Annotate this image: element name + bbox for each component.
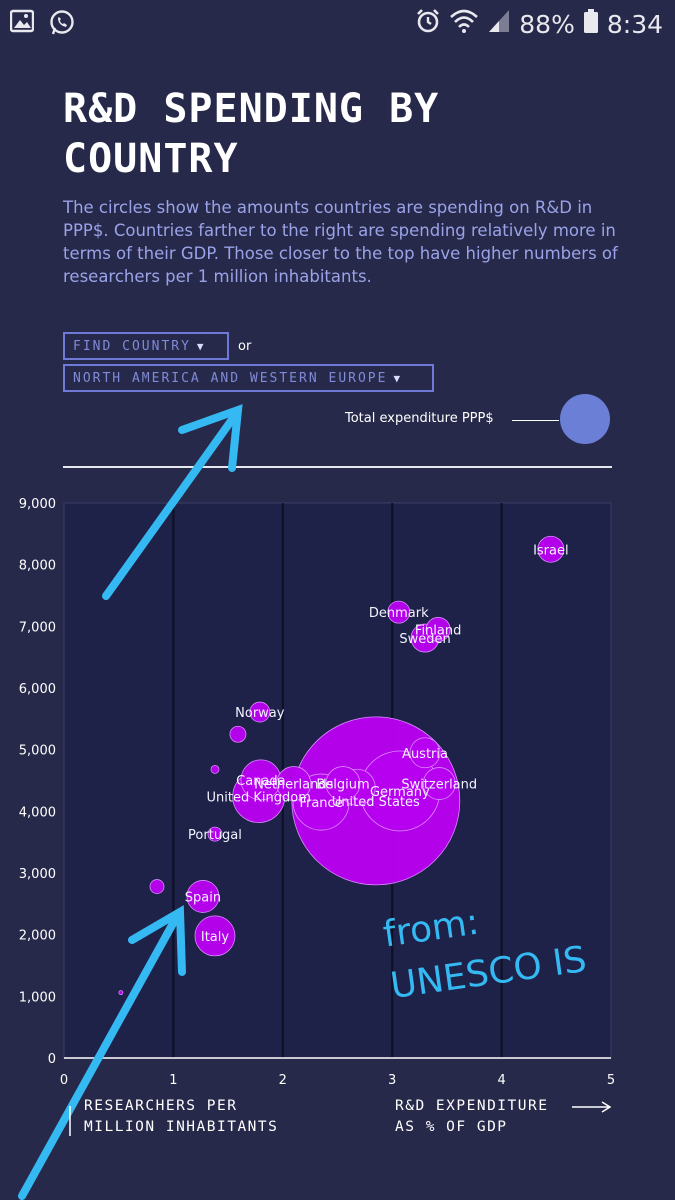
wifi-icon	[449, 8, 479, 40]
y-tick-label: 6,000	[19, 682, 56, 697]
image-icon	[9, 9, 35, 41]
y-tick-label: 7,000	[19, 620, 56, 635]
bubble-label: Switzerland	[401, 778, 477, 793]
bubble-label: Canada	[236, 774, 285, 789]
y-tick-label: 9,000	[19, 497, 56, 512]
bubble-label: Denmark	[369, 606, 429, 621]
bubble	[149, 879, 165, 894]
page-title-line-2: COUNTRY	[63, 136, 239, 182]
y-tick-label: 3,000	[19, 867, 56, 882]
y-tick-label: 0	[48, 1052, 56, 1067]
bubble-label: Italy	[201, 930, 230, 945]
bubble-label: Belgium	[316, 778, 369, 793]
bubble-chart: 0 1 2 3 4 5 0 1,000 2,000 3,000 4,000 5,000 6,000 7,0…	[19, 497, 615, 1088]
bubble-label: Sweden	[399, 632, 450, 647]
bubble	[207, 826, 223, 842]
chart-description: The circles show the amounts countries a…	[63, 198, 618, 286]
or-label: or	[238, 339, 252, 354]
clock-time: 8:34	[606, 9, 663, 39]
bubble	[229, 725, 247, 743]
signal-icon	[487, 8, 511, 40]
x-tick-label: 0	[60, 1073, 68, 1088]
x-tick-label: 1	[169, 1073, 177, 1088]
find-country-label: FIND COUNTRY	[73, 338, 191, 354]
y-tick-label: 5,000	[19, 744, 56, 759]
bubble-label: Germany	[370, 785, 430, 800]
region-dropdown[interactable]: NORTH AMERICA AND WESTERN EUROPE ▼	[63, 364, 434, 392]
bubble	[210, 765, 220, 774]
bubble-label: France	[299, 796, 342, 811]
bubble-label: Israel	[533, 543, 569, 558]
bubble-label: Finland	[415, 623, 461, 638]
y-tick-label: 2,000	[19, 929, 56, 944]
legend-circle	[560, 394, 610, 444]
alarm-icon	[415, 8, 441, 40]
x-axis-title-line-2: AS % OF GDP	[395, 1119, 508, 1135]
page-title: R&D SPENDING BY COUNTRY	[63, 84, 623, 184]
x-tick-label: 2	[279, 1073, 287, 1088]
status-bar: 88% 8:34	[0, 0, 675, 46]
y-axis-title-line-2: MILLION INHABITANTS	[84, 1119, 279, 1135]
x-tick-label: 4	[497, 1073, 505, 1088]
caret-down-icon: ▼	[393, 371, 403, 385]
region-label: NORTH AMERICA AND WESTERN EUROPE	[73, 370, 388, 386]
x-axis-title-line-1: R&D EXPENDITURE	[395, 1098, 549, 1114]
bubble	[325, 766, 361, 801]
bubble	[387, 600, 411, 624]
bubble-label: United Kingdom	[207, 791, 311, 806]
bubble	[249, 701, 271, 723]
x-tick-label: 5	[607, 1073, 615, 1088]
divider	[63, 466, 612, 468]
find-country-dropdown[interactable]: FIND COUNTRY ▼	[63, 332, 229, 360]
bubble-label: Netherlands	[254, 778, 333, 793]
page-title-line-1: R&D SPENDING BY	[63, 86, 440, 132]
x-axis-title: R&D EXPENDITURE AS % OF GDP	[395, 1096, 548, 1138]
legend-label: Total expenditure PPP$	[345, 411, 494, 426]
bubble	[276, 766, 312, 801]
legend-connector	[512, 420, 559, 421]
y-tick-label: 1,000	[19, 990, 56, 1005]
bubble	[422, 767, 456, 800]
y-axis-title: RESEARCHERS PER MILLION INHABITANTS	[84, 1096, 278, 1138]
bubble	[409, 737, 441, 769]
bubble	[537, 535, 565, 563]
y-tick-label: 4,000	[19, 805, 56, 820]
bubble	[118, 990, 124, 996]
bubble	[194, 915, 236, 957]
bubble	[186, 880, 220, 913]
whatsapp-icon	[48, 9, 76, 41]
bubble-label: Portugal	[188, 828, 242, 843]
bubble	[425, 617, 451, 642]
bubble-label: Norway	[235, 706, 285, 721]
caret-down-icon: ▼	[196, 339, 206, 353]
bubble-label: Spain	[185, 890, 221, 905]
battery-icon	[583, 8, 599, 40]
y-axis-title-line-1: RESEARCHERS PER	[84, 1098, 238, 1114]
y-tick-label: 8,000	[19, 559, 56, 574]
x-tick-label: 3	[388, 1073, 396, 1088]
bubble-label: Austria	[402, 747, 448, 762]
battery-level: 88%	[519, 9, 575, 39]
bubble-label: United States	[332, 795, 420, 810]
